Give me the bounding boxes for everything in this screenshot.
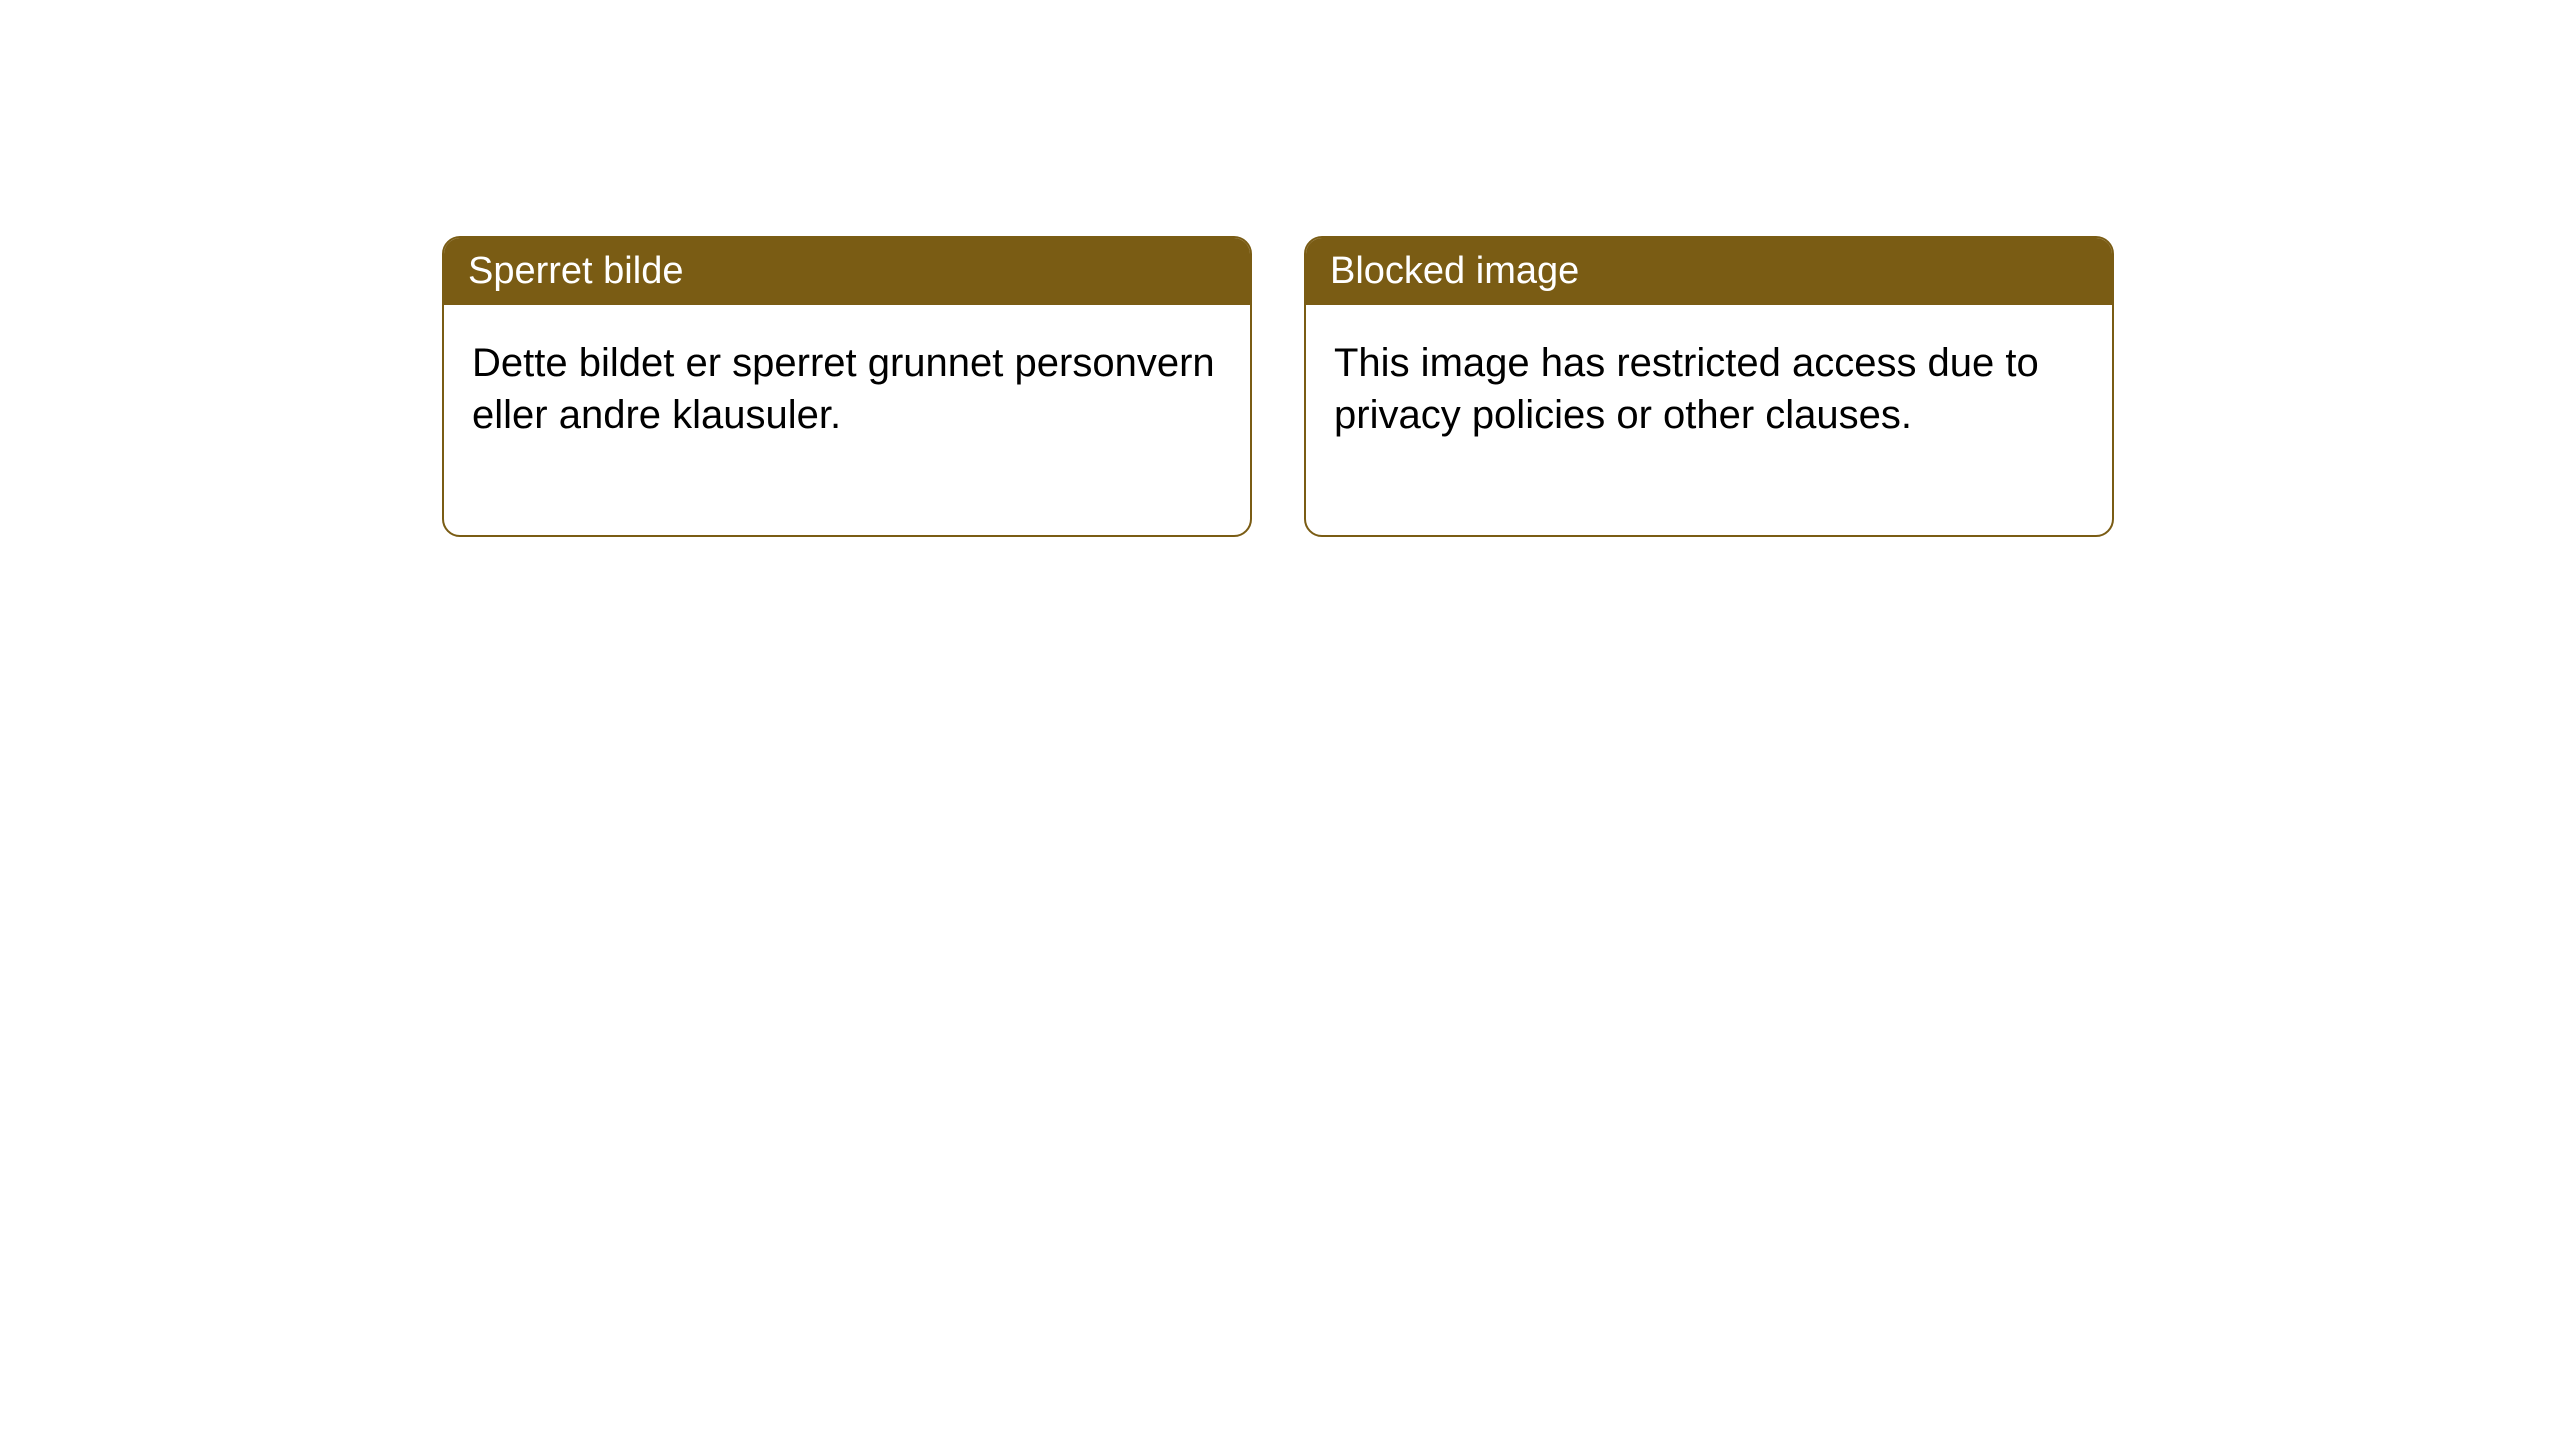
notice-card-text: Dette bildet er sperret grunnet personve… <box>472 341 1215 437</box>
notice-card-norwegian: Sperret bilde Dette bildet er sperret gr… <box>442 236 1252 537</box>
notice-card-header: Sperret bilde <box>444 238 1250 305</box>
notice-card-body: Dette bildet er sperret grunnet personve… <box>444 305 1250 535</box>
notice-container: Sperret bilde Dette bildet er sperret gr… <box>0 0 2560 537</box>
notice-card-header: Blocked image <box>1306 238 2112 305</box>
notice-card-english: Blocked image This image has restricted … <box>1304 236 2114 537</box>
notice-card-body: This image has restricted access due to … <box>1306 305 2112 535</box>
notice-card-text: This image has restricted access due to … <box>1334 341 2039 437</box>
notice-card-title: Sperret bilde <box>468 250 683 292</box>
notice-card-title: Blocked image <box>1330 250 1579 292</box>
